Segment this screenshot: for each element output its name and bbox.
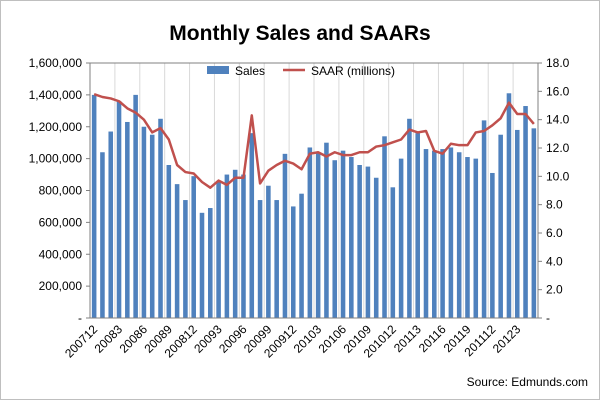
bar-sales-201204	[523, 106, 528, 318]
source-note: Source: Edmunds.com	[467, 375, 588, 389]
bar-sales-201004	[324, 142, 329, 318]
line-saar	[93, 92, 535, 189]
bar-sales-201104	[423, 149, 429, 318]
bar-sales-201108	[456, 152, 462, 318]
bar-sales-201001	[299, 193, 304, 318]
legend: Sales SAAR (millions)	[207, 64, 395, 78]
bar-sales-200810	[174, 184, 180, 319]
bar-sales-201102	[407, 118, 412, 318]
bar-sales-200906	[241, 174, 246, 318]
bar-sales-201006	[340, 150, 346, 318]
y-left-tick-label: 400,000	[39, 247, 83, 261]
y-left-tick-label: 200,000	[39, 279, 83, 293]
bar-sales-200712	[91, 94, 97, 319]
bar-sales-200903	[216, 180, 221, 318]
legend-label-sales: Sales	[235, 64, 265, 78]
y-left-tick-label: 600,000	[39, 215, 83, 229]
bar-sales-201005	[332, 160, 338, 318]
bar-sales-200907	[249, 133, 255, 319]
y-right-tick-label: 8.0	[546, 198, 563, 212]
y-left-tick-label: 1,400,000	[29, 88, 83, 102]
y-right-tick-label: 4.0	[546, 254, 563, 268]
bar-sales-201002	[307, 147, 313, 318]
chart-title: Monthly Sales and SAARs	[169, 22, 430, 45]
y-left-tick-label: 1,600,000	[29, 56, 83, 70]
bar-sales-200805	[133, 94, 138, 319]
y-right-tick-label: 6.0	[546, 226, 563, 240]
bar-sales-201101	[398, 158, 404, 319]
bar-sales-200902	[208, 208, 213, 318]
y-right-tick-label: -	[546, 311, 550, 325]
bar-sales-200802	[108, 131, 114, 318]
y-right-tick-label: 14.0	[546, 113, 570, 127]
bar-sales-200911	[282, 153, 288, 318]
y-right-tick-label: 12.0	[546, 141, 570, 155]
bar-sales-201107	[448, 147, 454, 318]
y-left-tick-label: -	[78, 311, 82, 325]
y-right-tick-label: 18.0	[546, 56, 570, 70]
bar-sales-201010	[373, 177, 379, 318]
bar-sales-200803	[116, 101, 122, 318]
bar-sales-201012	[390, 187, 396, 318]
legend-swatch-sales	[207, 66, 229, 74]
bar-sales-200808	[158, 118, 163, 318]
y-left-tick-label: 1,200,000	[29, 120, 83, 134]
bar-sales-200811	[183, 200, 188, 318]
bar-sales-200801	[100, 152, 105, 318]
bar-sales-200910	[274, 200, 279, 318]
bar-sales-200908	[257, 200, 263, 318]
y-right-tick-label: 10.0	[546, 169, 570, 183]
bar-sales-201201	[498, 134, 503, 318]
bar-sales-200806	[141, 126, 147, 318]
bar-sales-201111	[481, 120, 487, 319]
y-right-tick-label: 2.0	[546, 283, 563, 297]
bar-sales-201106	[440, 149, 445, 318]
bar-sales-201205	[531, 128, 537, 318]
y-right-tick-label: 16.0	[546, 84, 570, 98]
bar-sales-201105	[432, 150, 437, 318]
y-left-tick-label: 1,000,000	[29, 152, 83, 166]
bar-sales-200912	[290, 206, 296, 318]
bar-sales-201003	[315, 152, 321, 318]
bar-sales-200804	[125, 121, 130, 318]
bar-sales-201109	[465, 157, 470, 318]
bar-sales-201110	[473, 158, 479, 319]
bar-sales-200905	[232, 169, 238, 318]
bar-sales-200901	[199, 212, 205, 318]
bar-sales-201008	[357, 165, 362, 318]
bar-sales-201112	[490, 172, 495, 318]
bar-sales-200807	[149, 134, 155, 318]
bar-sales-200904	[224, 174, 230, 318]
bar-sales-201007	[349, 157, 354, 318]
y-left-tick-label: 800,000	[39, 184, 83, 198]
bar-sales-201203	[514, 129, 520, 318]
bar-sales-201009	[365, 166, 371, 318]
bar-sales-201202	[506, 93, 512, 318]
bar-sales-200812	[191, 176, 196, 318]
bar-sales-200809	[166, 165, 172, 318]
bar-sales-201103	[415, 133, 420, 319]
legend-label-saar: SAAR (millions)	[311, 64, 395, 78]
bar-sales-201011	[382, 136, 387, 318]
bar-sales-200909	[266, 185, 271, 318]
